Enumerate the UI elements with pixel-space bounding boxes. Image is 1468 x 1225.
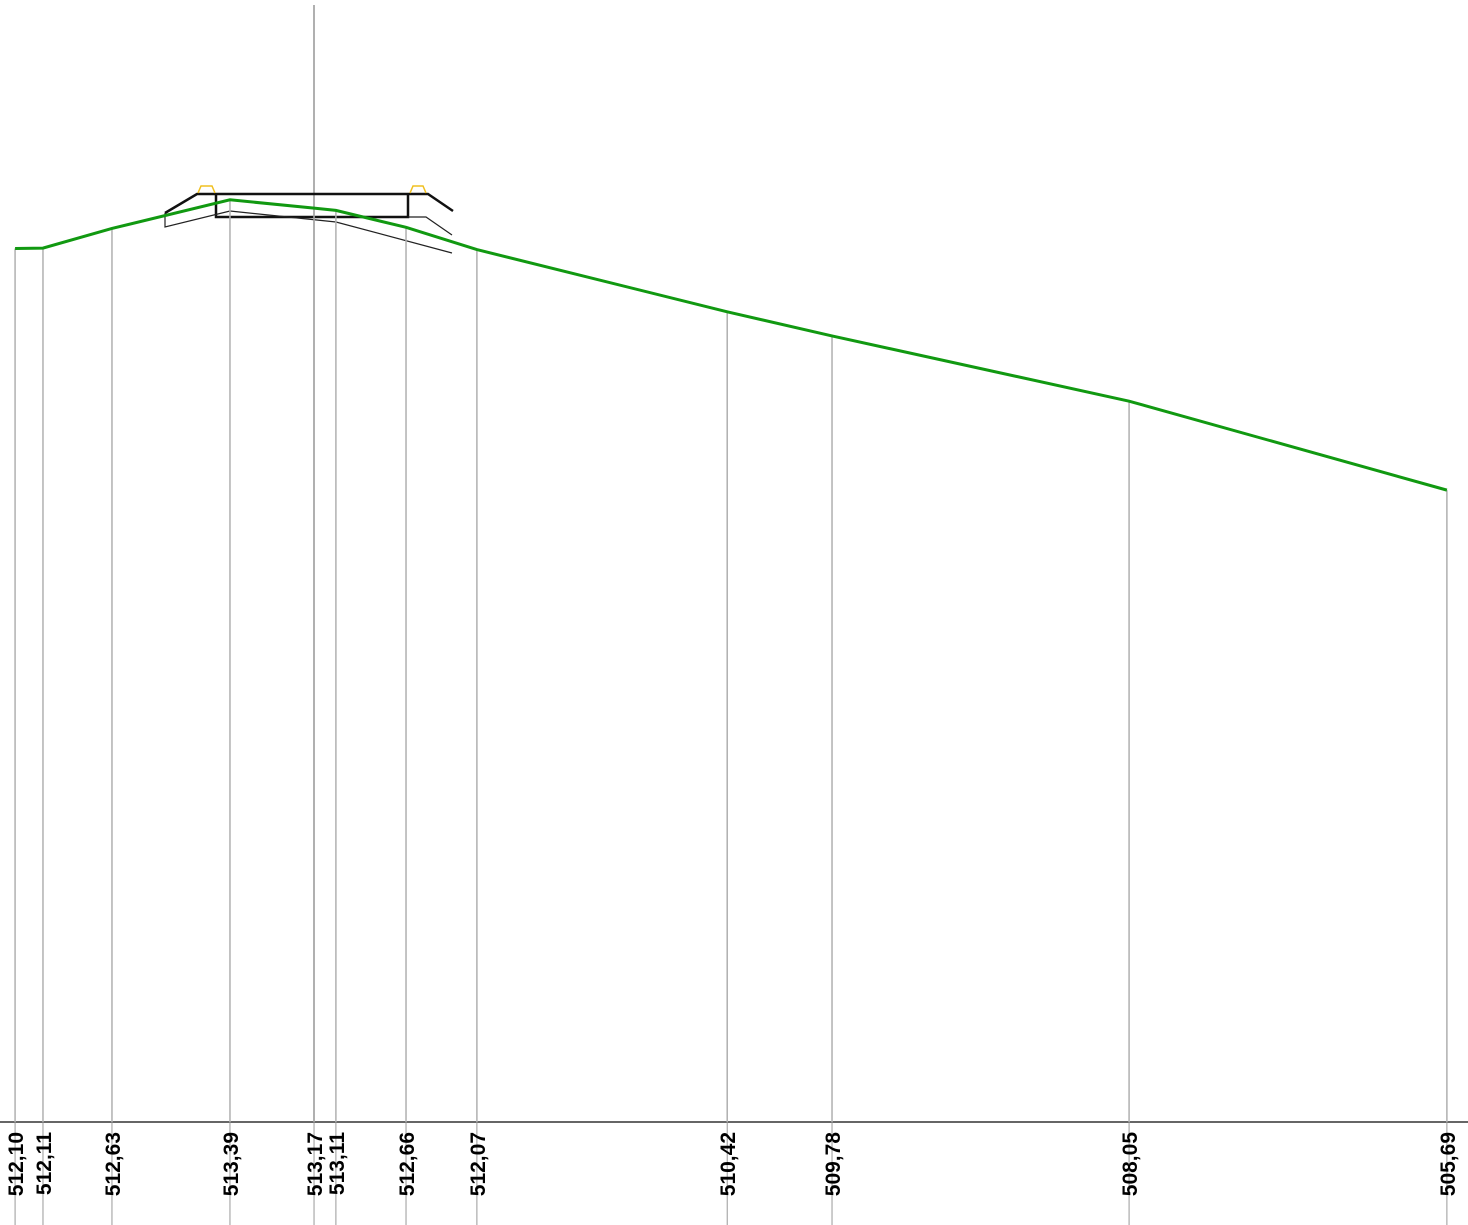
curb-right bbox=[409, 185, 427, 194]
elevation-label: 512,11 bbox=[33, 1132, 56, 1195]
elevation-label: 513,11 bbox=[326, 1132, 349, 1195]
elevation-label: 512,07 bbox=[467, 1132, 490, 1196]
elevation-label: 513,17 bbox=[304, 1132, 327, 1196]
elevation-label: 512,10 bbox=[5, 1132, 28, 1196]
road-surface bbox=[164, 192, 454, 215]
elevation-label: 513,39 bbox=[220, 1132, 243, 1196]
ground-line bbox=[15, 198, 1448, 492]
elevation-label: 509,78 bbox=[822, 1132, 845, 1197]
elevation-label: 512,66 bbox=[396, 1132, 419, 1196]
elevation-label: 512,63 bbox=[102, 1132, 125, 1196]
slope bbox=[408, 216, 453, 236]
elevation-label: 510,42 bbox=[717, 1132, 740, 1196]
pavement-box bbox=[214, 194, 410, 219]
elevation-label: 508,05 bbox=[1119, 1132, 1142, 1197]
curb-left bbox=[197, 185, 216, 194]
elevation-label: 505,69 bbox=[1437, 1132, 1460, 1196]
road-structure bbox=[164, 185, 454, 254]
